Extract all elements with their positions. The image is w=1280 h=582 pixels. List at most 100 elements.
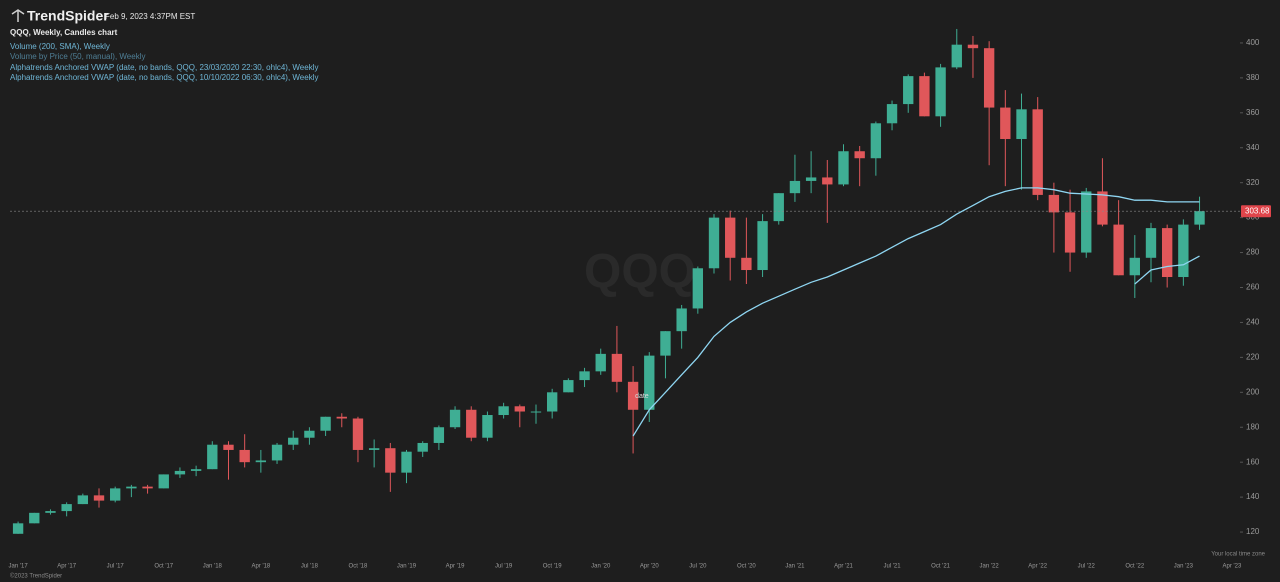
candle-body bbox=[77, 495, 89, 505]
x-tick-label: Oct '20 bbox=[737, 564, 756, 570]
x-tick-label: Oct '17 bbox=[154, 564, 173, 570]
candle-body bbox=[838, 151, 849, 185]
candle-body bbox=[563, 380, 574, 393]
candle-body bbox=[805, 177, 817, 181]
candle-body bbox=[595, 353, 606, 372]
x-tick-label: Oct '19 bbox=[543, 564, 562, 570]
candle-body bbox=[352, 418, 364, 450]
candle-body bbox=[207, 444, 218, 470]
x-tick-label: Jan '23 bbox=[1174, 564, 1194, 570]
candle-body bbox=[12, 523, 24, 534]
y-tick-label: 240 bbox=[1246, 318, 1260, 327]
candle-body bbox=[789, 180, 801, 194]
timestamp: Feb 9, 2023 4:37PM EST bbox=[105, 12, 195, 21]
y-tick-label: 340 bbox=[1246, 143, 1260, 152]
candle-body bbox=[466, 409, 477, 438]
candle-body bbox=[1048, 194, 1060, 213]
candle-body bbox=[223, 444, 234, 450]
x-tick-label: Jan '21 bbox=[785, 564, 805, 570]
y-tick-label: 200 bbox=[1246, 387, 1260, 396]
annotation: date bbox=[635, 393, 649, 400]
candle-body bbox=[660, 331, 671, 356]
candle-body bbox=[158, 474, 169, 489]
logo: TrendSpider bbox=[11, 8, 109, 24]
candle-body bbox=[1129, 257, 1140, 276]
vwap-line bbox=[1134, 255, 1200, 285]
x-tick-label: Oct '21 bbox=[931, 564, 950, 570]
candle-body bbox=[741, 257, 752, 271]
y-tick-label: 300 bbox=[1246, 213, 1260, 222]
candle-body bbox=[110, 488, 121, 501]
indicator: Volume by Price (50, manual), Weekly bbox=[10, 52, 145, 61]
x-tick-label: Jul '18 bbox=[301, 564, 319, 570]
candle-body bbox=[401, 451, 412, 473]
candle-body bbox=[1000, 107, 1011, 140]
candle-body bbox=[870, 123, 882, 159]
y-tick-label: 360 bbox=[1246, 108, 1260, 117]
candle-body bbox=[1145, 228, 1157, 258]
x-tick-label: Jul '19 bbox=[495, 564, 513, 570]
y-tick-label: 180 bbox=[1246, 422, 1260, 431]
y-tick-label: 380 bbox=[1246, 73, 1260, 82]
y-tick-label: 140 bbox=[1246, 492, 1260, 501]
candle-body bbox=[320, 416, 331, 431]
x-tick-label: Oct '22 bbox=[1125, 564, 1144, 570]
y-tick-label: 320 bbox=[1246, 178, 1260, 187]
candle-body bbox=[725, 217, 736, 258]
logo-icon bbox=[11, 9, 25, 22]
candle-body bbox=[854, 151, 865, 159]
candle-body bbox=[1194, 211, 1205, 225]
x-tick-label: Apr '22 bbox=[1028, 564, 1047, 570]
candle-body bbox=[142, 486, 153, 489]
candle-body bbox=[530, 411, 542, 413]
x-tick-label: Jan '19 bbox=[397, 564, 417, 570]
candle-body bbox=[417, 442, 428, 452]
x-tick-label: Jul '21 bbox=[883, 564, 901, 570]
x-tick-label: Apr '17 bbox=[57, 564, 76, 570]
vwap-line bbox=[632, 187, 1200, 437]
x-tick-label: Jul '17 bbox=[107, 564, 125, 570]
candle-body bbox=[919, 76, 930, 117]
candle-body bbox=[1081, 191, 1092, 253]
y-tick-label: 280 bbox=[1246, 248, 1260, 257]
candle-body bbox=[1016, 109, 1027, 140]
candle-body bbox=[644, 355, 655, 410]
x-tick-label: Apr '18 bbox=[251, 564, 270, 570]
watermark: QQQ bbox=[584, 246, 696, 299]
candle-body bbox=[288, 437, 299, 445]
legend-entry: Alphatrends Anchored VWAP (date, no band… bbox=[10, 63, 318, 72]
brand: TrendSpider bbox=[27, 8, 109, 24]
candle-body bbox=[126, 486, 137, 489]
y-tick-label: 260 bbox=[1246, 283, 1260, 292]
candle-body bbox=[449, 409, 461, 428]
timezone: Your local time zone bbox=[1211, 552, 1265, 558]
copyright: ©2023 TrendSpider bbox=[10, 573, 62, 580]
candle-body bbox=[692, 268, 704, 309]
x-tick-label: Jan '18 bbox=[203, 564, 223, 570]
candle-body bbox=[1032, 109, 1043, 195]
x-tick-label: Jan '17 bbox=[9, 564, 29, 570]
candle-body bbox=[190, 469, 202, 471]
y-tick-label: 120 bbox=[1246, 527, 1260, 536]
candle-body bbox=[579, 371, 590, 381]
candle-body bbox=[1097, 191, 1108, 225]
candle-body bbox=[886, 104, 898, 124]
chart-title: QQQ, Weekly, Candles chart bbox=[10, 28, 118, 37]
candle-body bbox=[1113, 224, 1124, 276]
x-tick-label: Oct '18 bbox=[349, 564, 368, 570]
candle-body bbox=[1161, 228, 1173, 278]
candle-body bbox=[822, 177, 833, 185]
candle-body bbox=[514, 406, 525, 412]
candle-body bbox=[174, 470, 186, 475]
x-tick-label: Jul '20 bbox=[689, 564, 707, 570]
candle-body bbox=[627, 381, 639, 410]
x-tick-label: Apr '23 bbox=[1222, 564, 1241, 570]
candle-body bbox=[498, 406, 509, 416]
candle-body bbox=[255, 460, 267, 463]
candle-body bbox=[45, 511, 56, 513]
candle-body bbox=[482, 415, 493, 438]
x-tick-label: Jan '22 bbox=[980, 564, 1000, 570]
candle-body bbox=[61, 504, 72, 512]
